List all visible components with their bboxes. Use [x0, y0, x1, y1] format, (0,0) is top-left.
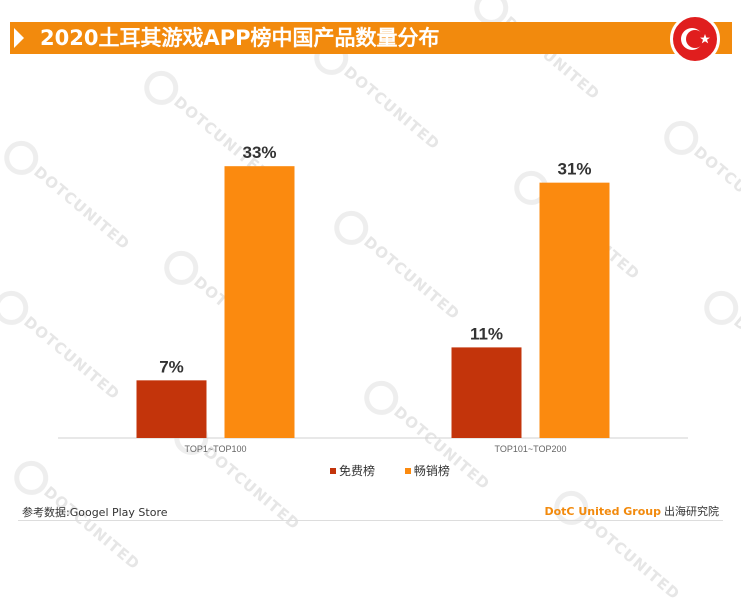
bar-chart: 7% 33% TOP1~TOP100 11% 31% TOP101~TOP200 [58, 143, 688, 454]
chart-legend: 免费榜 畅销榜 [330, 462, 476, 479]
bar [224, 166, 295, 438]
title-bar: 2020土耳其游戏APP榜中国产品数量分布 [10, 22, 732, 54]
data-label: 7% [159, 357, 184, 376]
brand-department: 出海研究院 [664, 505, 719, 518]
bar [539, 182, 610, 438]
x-tick-label: TOP101~TOP200 [495, 444, 567, 454]
footer-divider [18, 520, 723, 521]
legend-label: 免费榜 [339, 464, 376, 478]
bar [451, 347, 522, 438]
bar [136, 380, 207, 438]
turkey-flag-icon [670, 14, 720, 64]
legend-label: 畅销榜 [413, 464, 450, 478]
data-source: 参考数据:Googel Play Store [22, 506, 168, 519]
data-label: 31% [557, 160, 591, 179]
data-label: 33% [242, 143, 276, 162]
legend-item-free: 免费榜 [330, 462, 375, 479]
title-arrow-icon [14, 28, 24, 48]
data-label: 11% [470, 324, 503, 343]
brand: DotC United Group 出海研究院 [544, 503, 719, 519]
legend-item-grossing: 畅销榜 [404, 462, 450, 479]
brand-name: DotC United Group [544, 505, 661, 518]
page-title: 2020土耳其游戏APP榜中国产品数量分布 [40, 26, 440, 50]
legend-swatch-free [330, 467, 336, 474]
legend-swatch-grossing [404, 467, 411, 474]
x-tick-label: TOP1~TOP100 [185, 444, 247, 454]
